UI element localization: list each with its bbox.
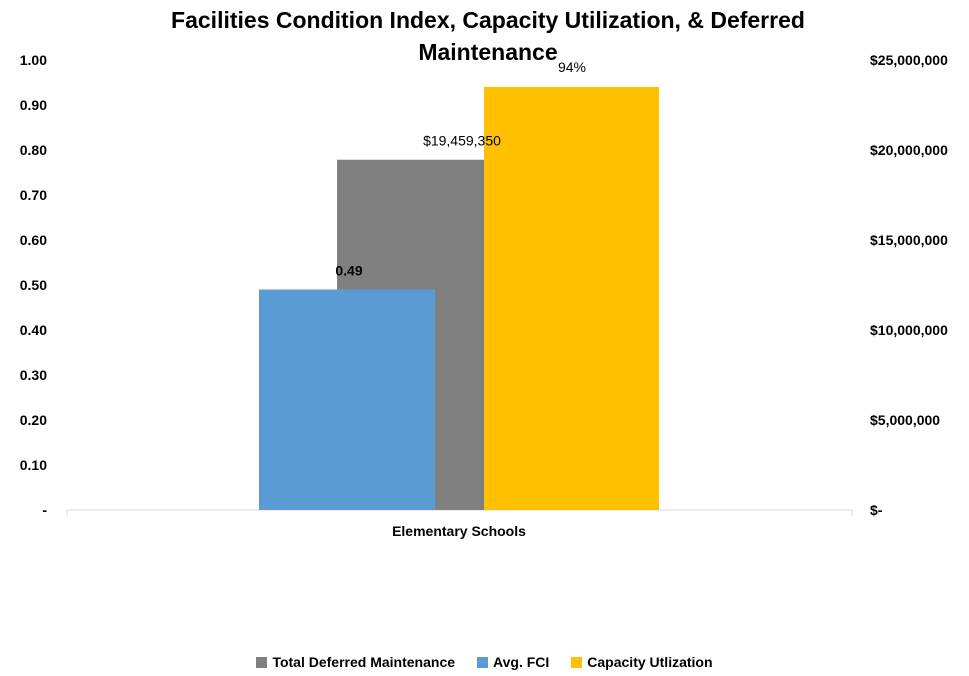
bar-capacity-utlization [484, 87, 659, 510]
legend-label: Capacity Utlization [587, 654, 713, 670]
legend-swatch [477, 656, 489, 668]
bar-avg-fci [259, 289, 435, 510]
legend-item-total-deferred-maintenance: Total Deferred Maintenance [256, 654, 455, 670]
right-tick-label: $15,000,000 [870, 232, 948, 248]
right-tick-label: $20,000,000 [870, 142, 948, 158]
left-tick-label: 0.50 [20, 277, 47, 293]
legend-swatch [571, 656, 583, 668]
data-label-total-deferred-maintenance: $19,459,350 [423, 133, 501, 149]
left-tick-label: 0.90 [20, 97, 47, 113]
data-label-capacity-utlization: 94% [558, 59, 586, 75]
chart-title-line-2: Maintenance [418, 39, 557, 65]
left-tick-label: 0.30 [20, 367, 47, 383]
left-tick-label: 0.80 [20, 142, 47, 158]
right-axis: $- $5,000,000 $10,000,000 $15,000,000 $20,00… [870, 52, 948, 518]
left-tick-label: 0.20 [20, 412, 47, 428]
left-axis: - 0.10 0.20 0.30 0.40 0.50 0.60 0.70 0.80 0.90 1.0… [20, 52, 48, 518]
left-tick-label: 0.40 [20, 322, 47, 338]
legend-swatch [256, 656, 268, 668]
right-tick-label: $- [870, 502, 883, 518]
category-label: Elementary Schools [392, 523, 526, 539]
right-tick-label: $5,000,000 [870, 412, 940, 428]
data-labels: $19,459,350 0.49 94% [335, 59, 586, 279]
left-tick-label: 0.70 [20, 187, 47, 203]
legend: Total Deferred Maintenance Avg. FCI Capaci… [0, 654, 969, 670]
left-tick-label: 0.10 [20, 457, 47, 473]
right-tick-label: $25,000,000 [870, 52, 948, 68]
data-label-avg-fci: 0.49 [335, 263, 362, 279]
right-tick-label: $10,000,000 [870, 322, 948, 338]
legend-label: Avg. FCI [493, 654, 550, 670]
left-tick-label: - [42, 502, 47, 518]
legend-item-capacity-utlization: Capacity Utlization [571, 654, 713, 670]
bars [259, 87, 659, 511]
chart-title-line-1: Facilities Condition Index, Capacity Uti… [171, 7, 805, 33]
legend-item-avg-fci: Avg. FCI [477, 654, 549, 670]
left-tick-label: 1.00 [20, 52, 47, 68]
left-tick-label: 0.60 [20, 232, 47, 248]
legend-label: Total Deferred Maintenance [272, 654, 456, 670]
